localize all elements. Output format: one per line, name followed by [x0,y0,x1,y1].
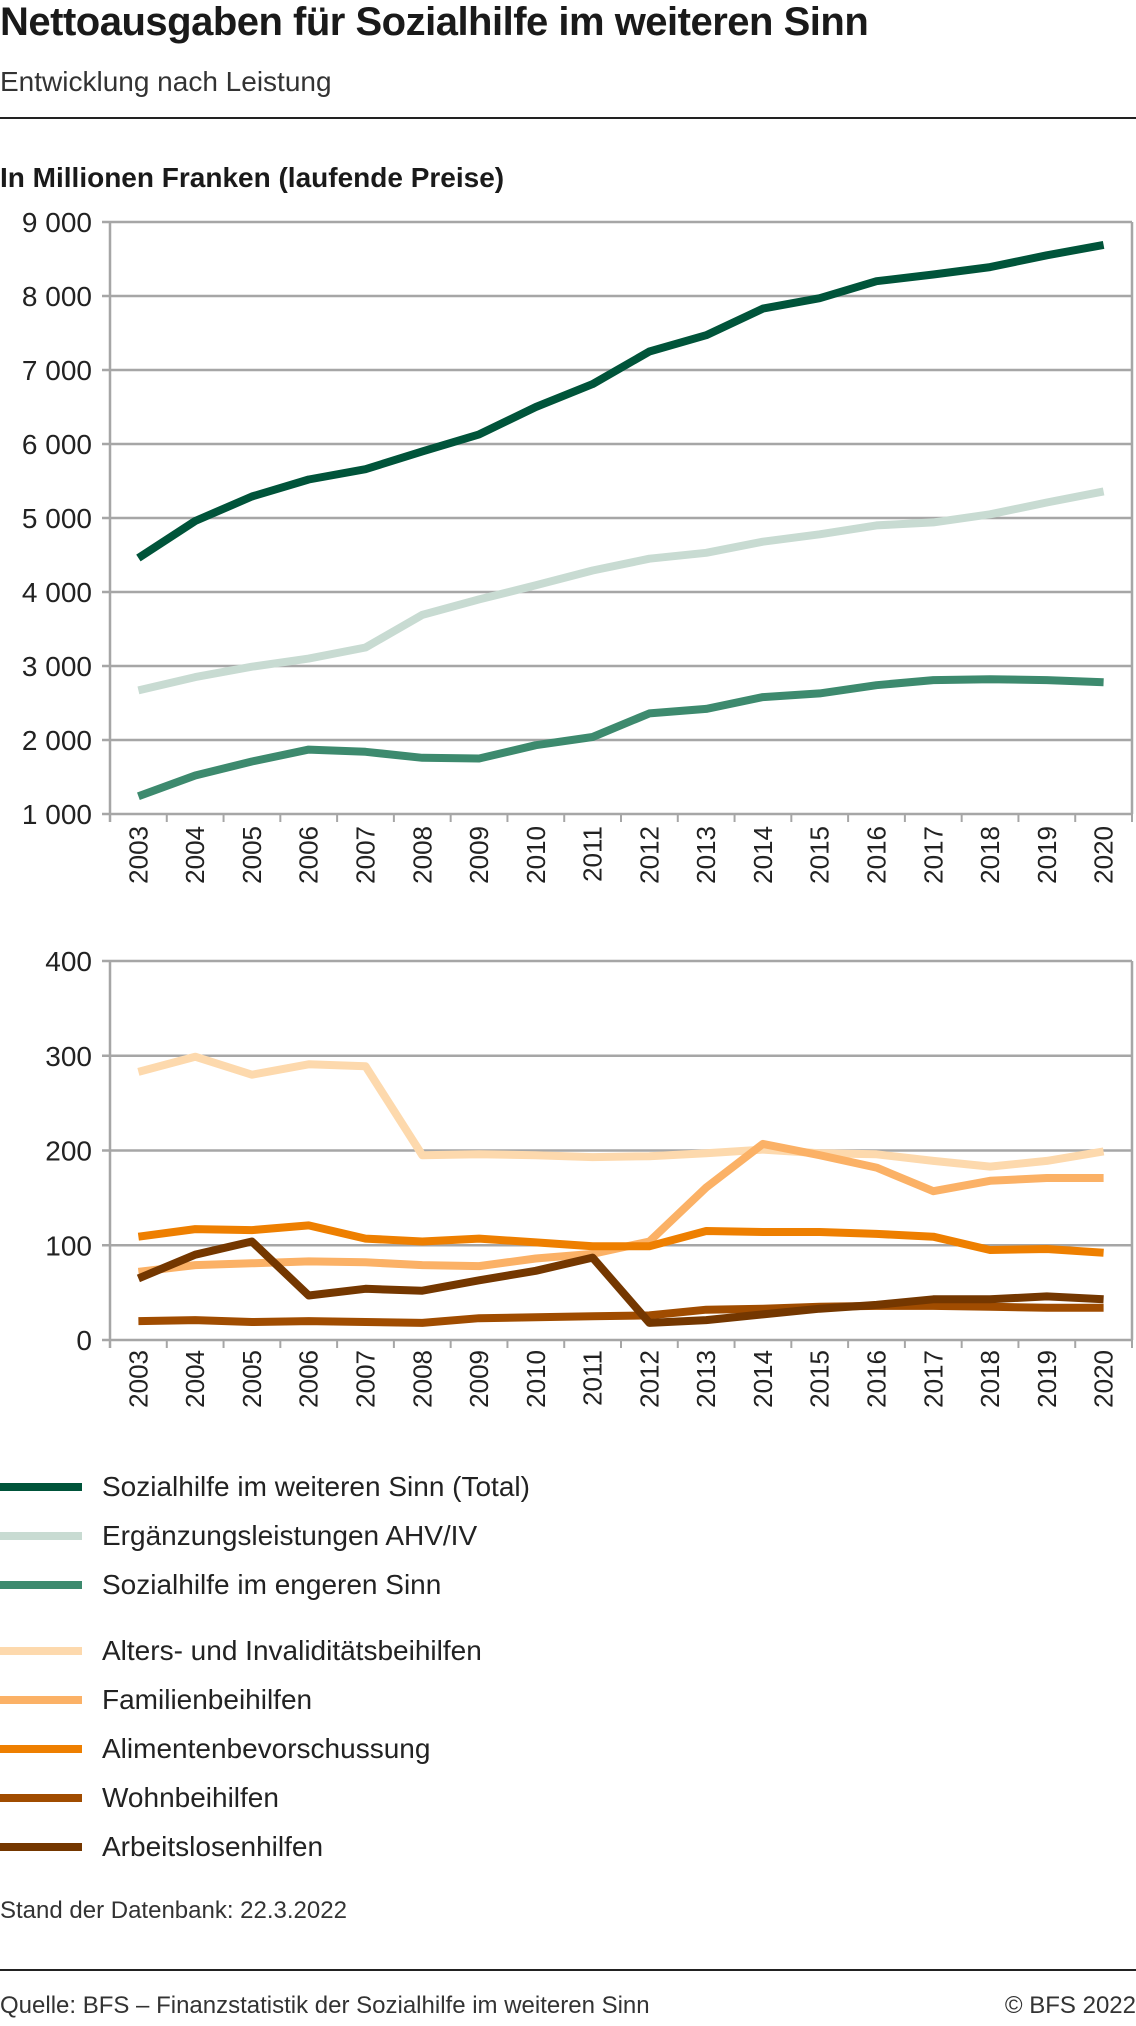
y-tick-label: 4 000 [22,577,92,608]
y-tick-label: 300 [45,1041,92,1072]
x-tick-label: 2008 [407,1350,437,1408]
x-tick-label: 2014 [748,1350,778,1408]
x-tick-label: 2005 [237,1350,267,1408]
source-note: Quelle: BFS – Finanzstatistik der Sozial… [0,1992,650,2019]
legend-swatch-icon [0,1744,82,1753]
legend-swatch-icon [0,1842,82,1851]
x-tick-label: 2018 [975,1350,1005,1408]
legend-label: Sozialhilfe im weiteren Sinn (Total) [102,1470,530,1502]
y-tick-label: 200 [45,1136,92,1167]
x-tick-label: 2016 [862,1350,892,1408]
y-tick-label: 9 000 [22,207,92,238]
y-tick-label: 5 000 [22,503,92,534]
x-tick-label: 2015 [805,826,835,884]
chart-subtitle: Entwicklung nach Leistung [0,66,332,97]
y-tick-label: 2 000 [22,725,92,756]
legend-swatch-icon [0,1482,82,1491]
x-tick-label: 2003 [123,826,153,884]
legend-swatch-icon [0,1695,82,1704]
chart-bottom-components: 0 100 200 300 400 2003 2004 2005 2006 2007 2008 200… [45,946,1134,1408]
legend-item: Wohnbeihilfen [0,1773,530,1822]
x-tick-label: 2008 [407,826,437,884]
legend-item: Alimentenbevorschussung [0,1724,530,1773]
series-line-bottom-2 [137,1221,1104,1257]
series-line-bottom-3 [138,1301,1104,1327]
legend-swatch-icon [0,1580,82,1589]
legend: Sozialhilfe im weiteren Sinn (Total) Ergä… [0,1462,530,1871]
x-tick-label: 2010 [521,826,551,884]
legend-swatch-icon [0,1793,82,1802]
y-tick-label: 3 000 [22,651,92,682]
legend-item: Alters- und Invaliditätsbeihilfen [0,1626,530,1675]
x-tick-label: 2007 [351,1350,381,1408]
footer-divider [0,1969,1136,1971]
x-tick-label: 2011 [578,826,608,882]
y-tick-label: 8 000 [22,281,92,312]
legend-label: Alters- und Invaliditätsbeihilfen [102,1634,482,1666]
x-tick-label: 2019 [1032,826,1062,884]
legend-label: Alimentenbevorschussung [102,1732,431,1764]
legend-label: Sozialhilfe im engeren Sinn [102,1568,442,1600]
x-tick-label: 2006 [294,1350,324,1408]
x-tick-label: 2017 [918,1350,948,1408]
x-tick-label: 2020 [1089,826,1119,884]
y-tick-label: 6 000 [22,429,92,460]
y-tick-label: 100 [45,1230,92,1261]
x-tick-label: 2012 [634,826,664,884]
legend-item: Ergänzungsleistungen AHV/IV [0,1511,530,1560]
legend-label: Familienbeihilfen [102,1683,313,1715]
x-tick-label: 2013 [691,1350,721,1408]
legend-item: Arbeitslosenhilfen [0,1822,530,1871]
x-tick-label: 2016 [862,826,892,884]
legend-gap [0,1609,530,1626]
x-tick-label: 2009 [464,826,494,884]
x-tick-label: 2013 [691,826,721,884]
x-tick-label: 2012 [634,1350,664,1408]
x-tick-label: 2003 [123,1350,153,1408]
legend-label: Arbeitslosenhilfen [102,1830,324,1862]
x-tick-label: 2014 [748,826,778,884]
unit-label: In Millionen Franken (laufende Preise) [0,162,505,193]
legend-item: Familienbeihilfen [0,1675,530,1724]
x-tick-label: 2019 [1032,1350,1062,1408]
x-tick-label: 2015 [805,1350,835,1408]
legend-item: Sozialhilfe im weiteren Sinn (Total) [0,1462,530,1511]
x-tick-label: 2007 [351,826,381,884]
copyright: © BFS 2022 [1004,1992,1136,2019]
x-tick-label: 2004 [180,1350,210,1408]
header-divider [0,117,1136,119]
y-tick-label: 400 [45,946,92,977]
series-line-top-1 [137,487,1105,695]
y-tick-label: 0 [76,1325,92,1356]
legend-item: Sozialhilfe im engeren Sinn [0,1560,530,1609]
x-tick-label: 2009 [464,1350,494,1408]
series-line-top-0 [136,240,1105,562]
x-tick-label: 2010 [521,1350,551,1408]
series-line-bottom-4 [136,1237,1104,1327]
legend-label: Ergänzungsleistungen AHV/IV [102,1519,478,1551]
y-tick-label: 1 000 [22,799,92,830]
chart-top-total: 1 000 2 000 3 000 4 000 5 000 6 000 7 000 8 000… [22,207,1134,884]
x-tick-label: 2006 [294,826,324,884]
y-tick-label: 7 000 [22,355,92,386]
legend-swatch-icon [0,1646,82,1655]
chart-title: Nettoausgaben für Sozialhilfe im weitere… [0,0,869,44]
x-tick-label: 2020 [1089,1350,1119,1408]
x-tick-label: 2018 [975,826,1005,884]
database-date: Stand der Datenbank: 22.3.2022 [0,1897,347,1924]
series-line-bottom-0 [137,1052,1105,1171]
legend-swatch-icon [0,1531,82,1540]
x-tick-label: 2011 [578,1350,608,1406]
x-tick-label: 2004 [180,826,210,884]
series-line-top-2 [137,675,1104,800]
x-tick-label: 2005 [237,826,267,884]
legend-label: Wohnbeihilfen [102,1781,279,1813]
x-tick-label: 2017 [918,826,948,884]
